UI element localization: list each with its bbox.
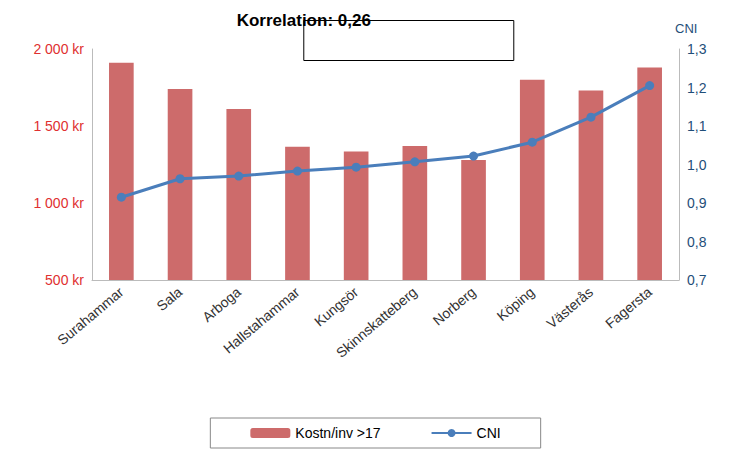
svg-text:CNI: CNI <box>477 425 501 441</box>
svg-text:2 000 kr: 2 000 kr <box>33 41 84 57</box>
svg-text:Hallstahammar: Hallstahammar <box>220 284 303 357</box>
svg-text:0,9: 0,9 <box>687 195 707 211</box>
svg-text:500 kr: 500 kr <box>45 272 84 288</box>
svg-text:Korrelation: 0,26: Korrelation: 0,26 <box>237 11 371 30</box>
svg-text:1,3: 1,3 <box>687 41 707 57</box>
svg-text:Västerås: Västerås <box>543 284 596 332</box>
svg-text:Kostn/inv >17: Kostn/inv >17 <box>295 425 380 441</box>
svg-text:0,8: 0,8 <box>687 234 707 250</box>
svg-text:0,7: 0,7 <box>687 272 707 288</box>
svg-text:1 500 kr: 1 500 kr <box>33 118 84 134</box>
svg-text:Fagersta: Fagersta <box>602 284 655 332</box>
svg-text:CNI: CNI <box>675 21 697 36</box>
svg-text:Norberg: Norberg <box>430 284 479 329</box>
svg-text:1 000 kr: 1 000 kr <box>33 195 84 211</box>
svg-text:Sala: Sala <box>153 284 185 314</box>
svg-text:1,0: 1,0 <box>687 157 707 173</box>
svg-text:Surahammar: Surahammar <box>54 284 127 348</box>
svg-text:Köping: Köping <box>494 284 538 324</box>
svg-text:Arboga: Arboga <box>199 284 244 325</box>
svg-text:Skinnskatteberg: Skinnskatteberg <box>333 284 420 361</box>
svg-text:1,2: 1,2 <box>687 80 707 96</box>
svg-text:Kungsör: Kungsör <box>311 284 361 330</box>
svg-text:1,1: 1,1 <box>687 118 707 134</box>
